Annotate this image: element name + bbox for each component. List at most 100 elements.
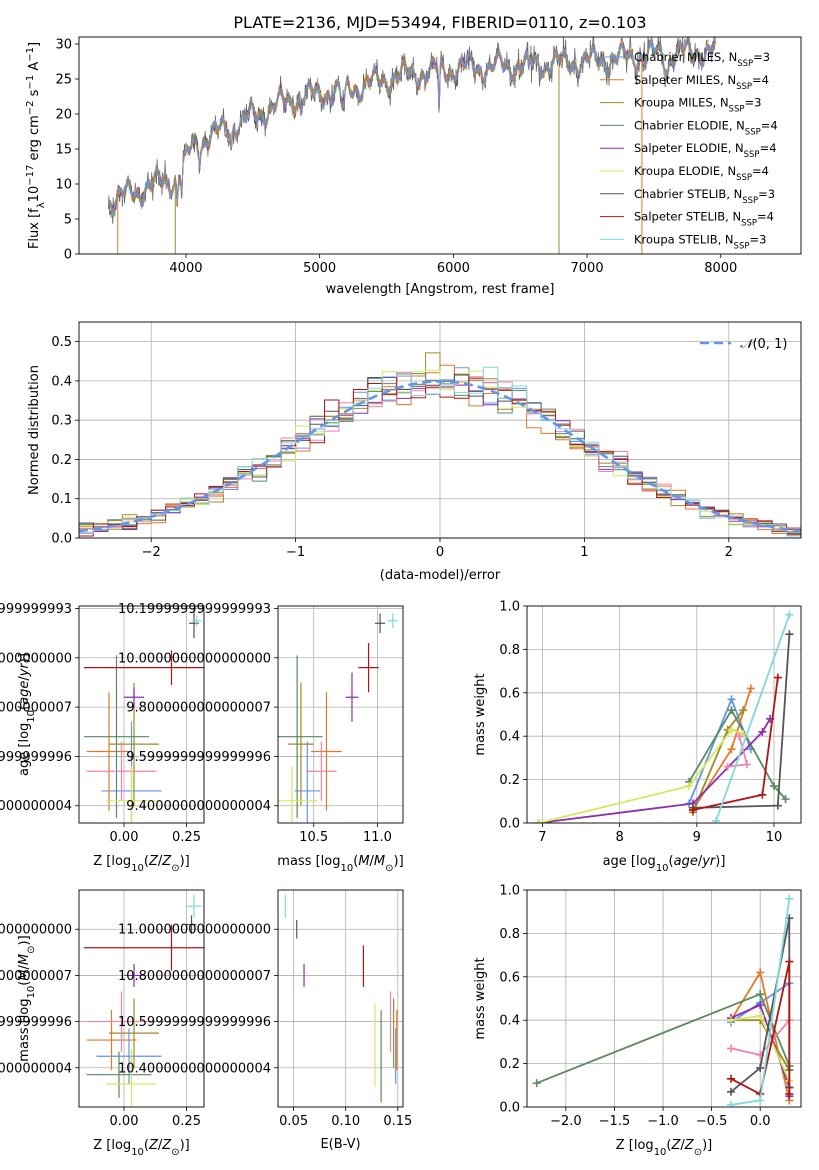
mw-Z-ylabel-part: mass weight	[473, 957, 488, 1039]
age-mass-xlabel-part: (	[353, 854, 358, 869]
mass-weight-marker	[756, 990, 765, 999]
mw-age-xlabel-part: yr	[701, 854, 717, 869]
residuals-xtick-label: 2	[725, 545, 733, 560]
age-Z-xlabel-part: )]	[180, 854, 190, 869]
mass_ebv-axes: 0.05 0.10 0.15 10.4000000000000004 10.599999…	[118, 890, 412, 1129]
mass-weight-marker	[785, 894, 794, 903]
mass_Z-ytick-label: 11.0000000000000000	[0, 923, 72, 938]
mass-weight-marker	[534, 819, 543, 823]
spectrum-xtick-label: 4000	[169, 261, 202, 276]
residuals-ytick-label: 0.0	[51, 532, 72, 547]
spectrum-ylabel-part: λ	[36, 202, 47, 208]
mass-weight-marker	[756, 1001, 765, 1010]
spectrum-ytick-label: 0	[64, 248, 72, 263]
mass-weight-marker	[756, 1011, 765, 1020]
mass-weight-line	[538, 728, 744, 823]
legend-entry-label: Salpeter STELIB, NSSP=4	[634, 210, 774, 229]
mass_weight_Z-ytick-label: 0.8	[499, 927, 520, 942]
mass_ebv-ytick-label: 10.4000000000000004	[118, 1061, 271, 1076]
mass-Z-ylabel-part: /	[17, 964, 32, 969]
legend-entry-value: =3	[744, 96, 761, 110]
spectrum-ylabel-part: Flux [f	[27, 208, 42, 249]
age_mass-axes: 10.5 11.0 9.4000000000000004 9.599999999999…	[118, 602, 403, 845]
mass-Z-ylabel-part: M	[17, 969, 32, 980]
mass-Z-xlabel-part: Z	[148, 1138, 159, 1153]
mass_Z-xtick-label: 0.00	[110, 1114, 139, 1129]
mw-age-xlabel-part: 10	[656, 863, 669, 874]
age_mass-ytick-label: 10.1999999999999993	[118, 602, 271, 617]
age-Z-ylabel-part: age [log	[17, 723, 32, 776]
mass-weight-marker	[758, 727, 767, 736]
spectrum-ytick-label: 30	[55, 38, 72, 53]
age-Z-ylabel-part: (	[17, 705, 32, 710]
legend-entry-value: =4	[761, 118, 778, 132]
mass_Z-xtick-label: 0.25	[172, 1114, 201, 1129]
mass_weight_age-lines	[534, 610, 794, 823]
legend-entry-label: Kroupa ELODIE, NSSP=4	[634, 164, 769, 183]
mass_ebv-points	[284, 894, 398, 1103]
mass-weight-line	[715, 614, 791, 822]
mass-Z-ylabel-part: mass [log	[17, 998, 32, 1061]
histogram-series	[79, 366, 801, 537]
mass_weight_Z-ytick-label: 0.0	[499, 1101, 520, 1116]
mass_weight_Z-ytick-label: 0.4	[499, 1014, 520, 1029]
residuals-xlabel: (data-model)/error	[380, 568, 501, 583]
mw-Z-xlabel-part: 10	[654, 1147, 667, 1158]
mass-weight-marker	[739, 706, 748, 715]
mass_ebv-xtick-label: 0.10	[331, 1114, 360, 1129]
mass-Z-ylabel-part: (	[17, 981, 32, 986]
legend-params: (0, 1)	[752, 337, 787, 352]
age_Z-ytick-label: 9.4000000000000004	[0, 799, 72, 814]
residuals-ytick-label: 0.3	[51, 414, 72, 429]
mass-weight-marker	[756, 968, 765, 977]
age-Z-xlabel-part: Z	[148, 854, 159, 869]
mass_ebv-xtick-label: 0.05	[279, 1114, 308, 1129]
mw-Z-xlabel-part: /	[680, 1138, 685, 1153]
legend-entry-name: Kroupa STELIB, N	[634, 232, 734, 246]
figure-title: PLATE=2136, MJD=53494, FIBERID=0110, z=0…	[233, 13, 646, 32]
mass_Z-points	[84, 894, 204, 1107]
mass-weight-marker	[727, 1044, 736, 1053]
normal-curve	[79, 379, 801, 533]
mass_weight_Z-xtick-label: −1.5	[599, 1114, 631, 1129]
mass-weight-marker	[746, 684, 755, 693]
mass-weight-marker	[727, 1074, 736, 1083]
mass-Z-xlabel-part: ⊙	[171, 1147, 179, 1158]
mass_weight_Z-xtick-label: −2.0	[550, 1114, 582, 1129]
legend-entry-name: Salpeter MILES, N	[634, 73, 736, 87]
mass_weight_Z-lines	[532, 894, 794, 1107]
residuals-axes: −2 −1 0 1 2 0.0 0.1 0.2 0.3 0.4 0.5	[51, 322, 801, 560]
age-Z-ylabel: age [log10(age/yr)]	[17, 653, 37, 776]
spectrum-xlabel-part: wavelength [Angstrom, rest frame]	[326, 282, 555, 297]
mass-weight-marker	[727, 706, 736, 715]
mass-Z-ylabel-part: 10	[26, 986, 37, 999]
ebv-xlabel: E(B-V)	[320, 1137, 360, 1152]
spectrum-ylabel-part: ]	[27, 42, 42, 47]
legend-entry-label: Chabrier STELIB, NSSP=3	[634, 187, 775, 206]
mw-age-xlabel: age [log10(age/yr)]	[603, 854, 726, 874]
mass-Z-xlabel-part: 10	[131, 1147, 144, 1158]
spectrum-ylabel-part: A	[27, 62, 42, 75]
residuals-ytick-label: 0.5	[51, 335, 72, 350]
age_mass-ytick-label: 10.0000000000000000	[118, 651, 271, 666]
legend-entry-sub: SSP	[736, 82, 752, 92]
age_Z-axes: 0.00 0.25 9.4000000000000004 9.599999999999…	[0, 602, 204, 845]
age_mass-xtick-label: 10.5	[299, 830, 328, 845]
mass-weight-marker	[723, 762, 732, 771]
legend-entry-label: Salpeter MILES, NSSP=4	[634, 73, 769, 92]
residuals-ytick-label: 0.1	[51, 492, 72, 507]
mass_Z-ytick-label: 10.8000000000000007	[0, 969, 72, 984]
residuals-ytick-label: 0.2	[51, 453, 72, 468]
spectrum-series-line	[108, 37, 716, 213]
legend-entry-name: Chabrier MILES, N	[634, 50, 737, 64]
age_Z-ytick-label: 9.8000000000000007	[0, 701, 72, 716]
mass_weight_age-xtick-label: 7	[538, 830, 546, 845]
legend-entry-value: =4	[752, 164, 769, 178]
age-Z-xlabel-part: Z [log	[93, 854, 131, 869]
mass_weight_age-ytick-label: 0.0	[499, 817, 520, 832]
age-Z-xlabel-part: Z	[161, 854, 172, 869]
mass_Z-frame	[78, 889, 205, 1108]
spectrum-ytick-label: 15	[55, 143, 72, 158]
legend-entry-label: Salpeter ELODIE, NSSP=4	[634, 141, 777, 160]
age_Z-xtick-label: 0.25	[172, 830, 201, 845]
